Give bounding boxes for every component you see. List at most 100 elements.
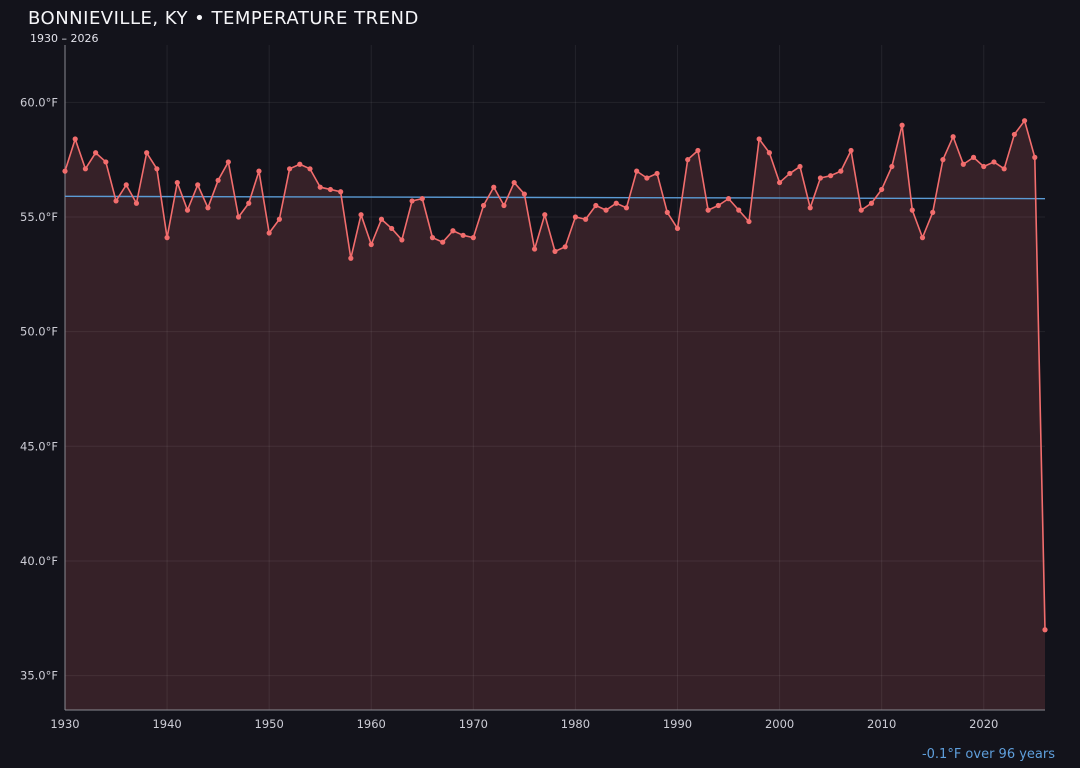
data-point [899,122,905,128]
data-point [960,161,966,167]
data-point [501,202,507,209]
data-point [368,241,374,248]
data-point [634,168,640,174]
data-point [828,173,834,179]
data-point [440,239,446,245]
series-area-fill [65,120,1045,710]
data-point [736,207,742,213]
data-point [399,237,405,243]
data-point [266,230,272,236]
data-point [593,202,599,209]
data-point [174,179,180,186]
data-point [307,166,313,172]
x-tick-label: 1930 [50,717,79,731]
data-point [705,207,711,213]
chart-header: BONNIEVILLE, KY • TEMPERATURE TREND 1930… [28,8,419,45]
data-point [613,200,619,206]
page-title: BONNIEVILLE, KY • TEMPERATURE TREND [28,8,419,29]
data-point [327,186,334,193]
data-point [725,196,732,202]
data-point [919,235,926,241]
data-point [235,214,242,220]
data-point [664,209,670,215]
data-point [623,205,630,211]
data-point [817,175,824,181]
data-point [787,170,793,177]
data-point [276,216,282,222]
data-point [644,175,650,181]
data-point [113,198,119,204]
data-point [215,177,221,183]
data-markers [62,118,1048,633]
data-point [1001,166,1007,172]
data-point [766,150,772,156]
trend-line [64,195,1046,200]
data-point [184,207,191,213]
data-point [246,200,252,206]
data-point [225,159,231,165]
data-point [940,157,946,163]
data-point [879,186,885,193]
data-point [103,159,109,165]
data-point [746,218,752,225]
data-point [317,184,323,190]
data-point [297,161,303,167]
data-point [868,200,875,206]
data-point [348,255,354,261]
data-point [256,168,262,174]
x-tick-label: 1990 [663,717,692,731]
data-point [695,147,701,154]
data-point [776,179,783,186]
data-point [991,159,997,165]
x-tick-label: 1950 [255,717,284,731]
data-point [572,214,579,220]
data-point [521,191,527,197]
data-point [154,166,160,172]
data-point [419,196,425,202]
x-tick-label: 2010 [867,717,896,731]
data-point [1032,154,1038,160]
data-point [409,198,415,204]
data-point [715,202,721,209]
data-point [531,246,538,252]
data-point [797,163,803,170]
y-tick-label: 50.0°F [20,325,58,339]
gridlines [64,45,1045,710]
x-tick-label: 1940 [152,717,181,731]
data-point [848,147,854,154]
data-point [807,205,813,211]
data-point [62,168,68,174]
y-tick-label: 35.0°F [20,669,58,683]
data-point [164,235,170,241]
data-point [133,200,140,206]
data-point [358,212,364,218]
x-tick-label: 1960 [357,717,386,731]
data-point [378,216,385,222]
data-point [970,154,977,160]
data-point [981,163,987,170]
x-tick-label: 1980 [561,717,590,731]
data-point [480,202,487,209]
data-point [858,207,864,213]
data-point [562,244,568,250]
data-point [338,189,344,195]
data-point [909,207,915,213]
x-tick-label: 2000 [765,717,794,731]
data-point [889,163,895,170]
data-point [429,235,436,241]
data-point [654,170,660,177]
y-tick-labels: 35.0°F 40.0°F 45.0°F 50.0°F 55.0°F 60.0°F [20,95,58,682]
data-point [123,182,129,188]
data-point [205,205,211,211]
data-point [583,216,589,222]
y-tick-label: 55.0°F [20,210,58,224]
data-point [144,150,150,156]
data-point [450,228,456,234]
chart-subtitle: 1930 – 2026 [30,31,99,45]
data-point [552,248,558,254]
x-tick-label: 1970 [459,717,488,731]
data-point [674,225,681,232]
data-point [460,232,466,238]
